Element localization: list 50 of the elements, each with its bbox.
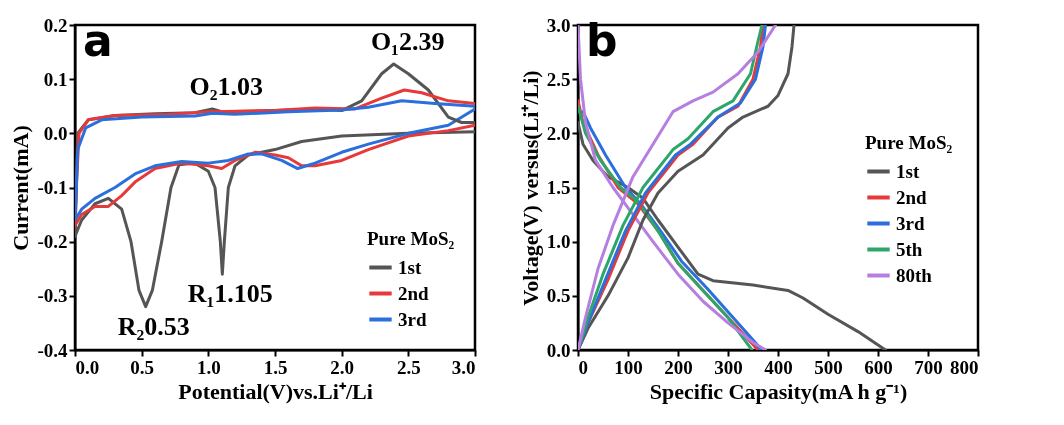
x-tick-label: 400 [764,356,793,378]
legend-label: 1st [398,256,422,278]
y-tick-label: -0.1 [37,177,68,198]
y-tick-label: 2.5 [546,68,571,90]
annotation: R₂0.53 [117,311,190,341]
x-tick-label: 2.5 [396,356,421,378]
legend-label: 3rd [398,308,427,330]
annotation: b [586,15,618,66]
y-tick-label: 0.5 [546,285,571,307]
legend-label: 1st [896,160,920,182]
y-tick-label: -0.2 [37,231,68,253]
x-tick-label: 2.0 [330,356,355,378]
legend-label: 80th [896,264,933,286]
x-tick-label: 0.0 [75,356,100,378]
x-tick-label: 200 [664,356,693,378]
legend-label: 3rd [896,212,925,234]
legend-title: Pure MoS₂ [367,228,455,249]
legend-label: 2nd [398,282,430,304]
x-axis-title: Specific Capasity(mA h g⁻¹) [649,378,908,404]
annotation: O₂1.03 [189,71,264,101]
legend-title: Pure MoS₂ [865,132,953,153]
x-tick-label: 0.5 [130,356,155,378]
legend-label: 2nd [896,186,928,208]
x-tick-label: 100 [614,356,643,378]
y-tick-label: 0.0 [546,339,571,361]
y-tick-label: 1.5 [546,177,571,198]
y-tick-label: 1.0 [546,231,571,253]
y-tick-label: 2.0 [546,122,571,144]
x-tick-label: 1.5 [263,356,288,378]
annotation: R₁1.105 [187,279,273,309]
x-tick-label: 300 [714,356,743,378]
y-tick-label: -0.3 [37,285,68,307]
x-tick-label: 3.0 [451,356,476,378]
legend-label: 5th [896,238,923,260]
x-tick-label: 500 [814,356,843,378]
x-axis-title: Potential(V)vs.Li⁺/Li [178,378,373,404]
x-tick-label: 1.0 [196,356,221,378]
y-tick-label: 0.1 [43,68,68,90]
y-tick-label: 0.0 [43,122,68,144]
x-tick-label: 700 [914,356,943,378]
y-tick-label: 0.2 [43,14,68,36]
y-axis-title: Voltage(V) versus(Li⁺/Li) [517,70,543,306]
x-tick-label: 0 [578,356,588,378]
y-tick-label: 3.0 [546,14,571,36]
x-tick-label: 600 [864,356,893,378]
x-tick-label: 800 [950,356,979,378]
annotation: a [83,15,113,66]
y-axis-title: Current(mA) [8,125,34,251]
y-tick-label: -0.4 [37,339,68,361]
annotation: O₁2.39 [370,27,445,56]
